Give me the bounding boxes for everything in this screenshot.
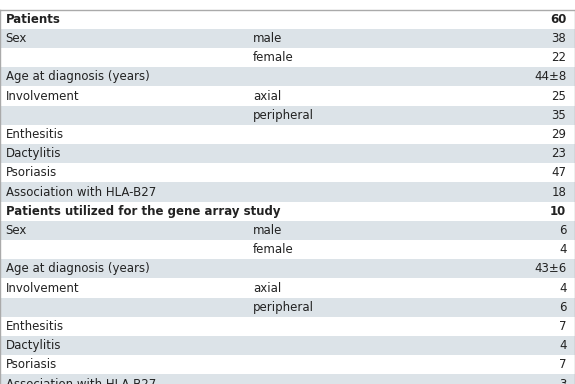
Text: 60: 60 <box>550 13 566 26</box>
Bar <box>0 336 575 355</box>
Text: axial: axial <box>253 281 281 295</box>
Text: Association with HLA-B27: Association with HLA-B27 <box>6 185 156 199</box>
Text: Sex: Sex <box>6 224 27 237</box>
Text: Patients: Patients <box>6 13 60 26</box>
Text: Sex: Sex <box>6 32 27 45</box>
Bar <box>0 221 575 240</box>
Text: Association with HLA-B27: Association with HLA-B27 <box>6 377 156 384</box>
Text: 25: 25 <box>551 89 566 103</box>
Bar <box>0 67 575 86</box>
Text: Involvement: Involvement <box>6 281 79 295</box>
Text: 10: 10 <box>550 205 566 218</box>
Text: 38: 38 <box>551 32 566 45</box>
Text: peripheral: peripheral <box>253 301 314 314</box>
Text: Age at diagnosis (years): Age at diagnosis (years) <box>6 262 150 275</box>
Text: female: female <box>253 243 294 256</box>
Text: axial: axial <box>253 89 281 103</box>
Text: 44±8: 44±8 <box>534 70 566 83</box>
Text: Involvement: Involvement <box>6 89 79 103</box>
Bar <box>0 125 575 144</box>
Bar <box>0 163 575 182</box>
Text: Enthesitis: Enthesitis <box>6 320 64 333</box>
Bar <box>0 374 575 384</box>
Text: 4: 4 <box>559 281 566 295</box>
Text: 4: 4 <box>559 339 566 352</box>
Bar <box>0 86 575 106</box>
Bar <box>0 298 575 317</box>
Text: Patients utilized for the gene array study: Patients utilized for the gene array stu… <box>6 205 280 218</box>
Text: peripheral: peripheral <box>253 109 314 122</box>
Text: Enthesitis: Enthesitis <box>6 128 64 141</box>
Text: Age at diagnosis (years): Age at diagnosis (years) <box>6 70 150 83</box>
Bar <box>0 259 575 278</box>
Bar <box>0 355 575 374</box>
Text: 6: 6 <box>559 224 566 237</box>
Bar <box>0 182 575 202</box>
Bar <box>0 29 575 48</box>
Bar <box>0 240 575 259</box>
Text: 7: 7 <box>559 320 566 333</box>
Bar <box>0 106 575 125</box>
Text: 3: 3 <box>559 377 566 384</box>
Bar <box>0 278 575 298</box>
Text: 43±6: 43±6 <box>534 262 566 275</box>
Text: 22: 22 <box>551 51 566 64</box>
Text: 35: 35 <box>551 109 566 122</box>
Bar <box>0 317 575 336</box>
Bar <box>0 48 575 67</box>
Bar <box>0 202 575 221</box>
Text: Dactylitis: Dactylitis <box>6 339 62 352</box>
Text: male: male <box>253 32 282 45</box>
Text: Psoriasis: Psoriasis <box>6 166 57 179</box>
Text: male: male <box>253 224 282 237</box>
Text: 4: 4 <box>559 243 566 256</box>
Text: 23: 23 <box>551 147 566 160</box>
Text: 18: 18 <box>551 185 566 199</box>
Text: 29: 29 <box>551 128 566 141</box>
Text: 6: 6 <box>559 301 566 314</box>
Text: female: female <box>253 51 294 64</box>
Text: Dactylitis: Dactylitis <box>6 147 62 160</box>
Bar <box>0 144 575 163</box>
Bar <box>0 10 575 29</box>
Text: 7: 7 <box>559 358 566 371</box>
Text: 47: 47 <box>551 166 566 179</box>
Text: Psoriasis: Psoriasis <box>6 358 57 371</box>
